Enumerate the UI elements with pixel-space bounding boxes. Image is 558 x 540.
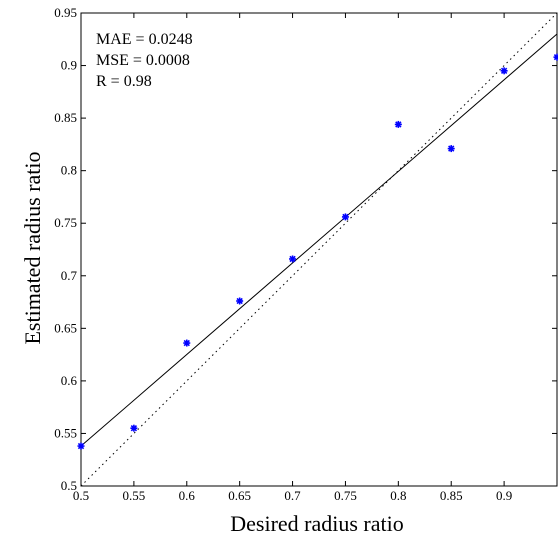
- data-marks: [77, 12, 558, 487]
- data-point-stroke: [77, 442, 85, 450]
- data-point-stroke: [130, 425, 138, 432]
- x-tick-label: 0.65: [228, 488, 251, 503]
- y-tick-label: 0.75: [54, 215, 77, 230]
- x-tick-label: 0.75: [334, 488, 357, 503]
- data-point-stroke: [448, 145, 455, 152]
- data-point: [553, 53, 558, 61]
- data-point-stroke: [236, 297, 243, 305]
- y-tick-label: 0.8: [61, 163, 77, 178]
- data-point: [183, 339, 191, 347]
- data-point: [236, 297, 244, 305]
- y-tick-label: 0.6: [61, 373, 78, 388]
- data-point-stroke: [183, 339, 190, 347]
- y-tick-label: 0.95: [54, 5, 77, 20]
- fit-line: [80, 33, 558, 447]
- y-tick-label: 0.65: [54, 320, 77, 335]
- data-point-stroke: [553, 55, 558, 61]
- annotation-r: R = 0.98: [96, 73, 152, 90]
- x-tick-label: 0.5: [73, 488, 89, 503]
- data-point: [447, 145, 455, 153]
- x-tick-label: 0.55: [123, 488, 146, 503]
- data-point: [77, 442, 85, 450]
- x-axis-label: Desired radius ratio: [230, 511, 404, 536]
- data-point: [289, 255, 297, 263]
- y-tick-label: 0.55: [54, 425, 77, 440]
- annotation-mae: MAE = 0.0248: [96, 31, 193, 48]
- annotation-mse: MSE = 0.0008: [96, 52, 190, 69]
- x-tick-label: 0.85: [440, 488, 463, 503]
- data-point-stroke: [342, 213, 349, 221]
- y-tick-label: 0.85: [54, 110, 77, 125]
- data-point: [394, 120, 402, 128]
- data-point: [341, 213, 349, 221]
- data-point-stroke: [289, 255, 296, 263]
- y-tick-label: 0.7: [61, 268, 78, 283]
- annotation-block: MAE = 0.0248 MSE = 0.0008 R = 0.98: [96, 31, 193, 90]
- axis-ticks: 0.5 0.55 0.6 0.65 0.7 0.75 0.8 0.85 0.9 0.5 0.55 0.…: [54, 5, 557, 503]
- x-tick-label: 0.9: [496, 488, 512, 503]
- data-point: [500, 67, 508, 75]
- data-point-stroke: [500, 67, 508, 74]
- y-tick-label: 0.9: [61, 58, 77, 73]
- data-point: [130, 424, 138, 432]
- x-tick-label: 0.8: [390, 488, 406, 503]
- y-axis-label: Estimated radius ratio: [20, 151, 45, 344]
- y-tick-label: 0.5: [61, 478, 77, 493]
- x-tick-label: 0.6: [179, 488, 196, 503]
- data-point-stroke: [395, 121, 402, 128]
- identity-line: [80, 12, 558, 487]
- x-tick-label: 0.7: [284, 488, 301, 503]
